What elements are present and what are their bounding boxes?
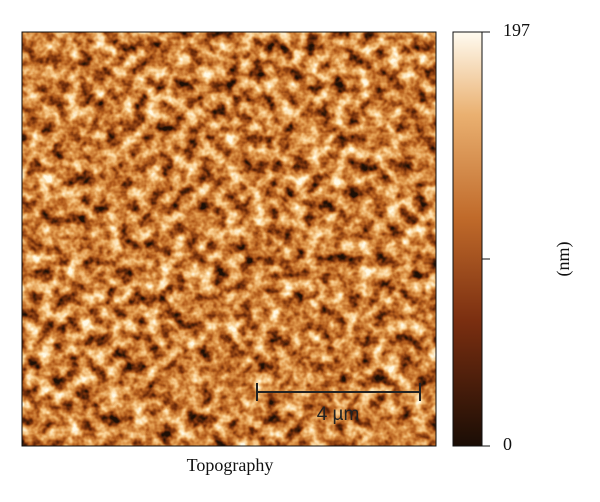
scale-bar: 4 µm — [256, 383, 421, 425]
colorbar-tick-label: 0 — [503, 434, 512, 454]
colorbar-tick-label: 197 — [503, 20, 530, 40]
colorbar-label: (nm) — [553, 242, 574, 277]
scale-label: 4 µm — [317, 404, 360, 425]
topography-image — [22, 32, 436, 446]
image-frame — [21, 31, 437, 447]
colorbar — [452, 31, 483, 447]
caption: Topography — [187, 455, 274, 475]
